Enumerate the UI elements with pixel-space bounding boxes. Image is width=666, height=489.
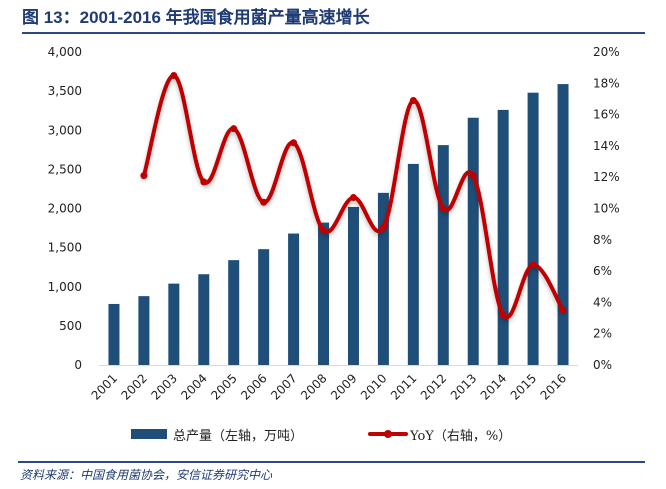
x-tick-label: 2002	[119, 371, 150, 402]
left-tick-label: 3,000	[48, 123, 82, 137]
footer-divider	[18, 461, 645, 463]
yoy-point-2003	[170, 71, 178, 79]
left-axis: 0 500 1,000 1,500 2,000 2,500 3,000 3,500 4,000	[48, 45, 82, 372]
right-tick-label: 4%	[593, 295, 612, 309]
legend-bar-swatch	[131, 429, 167, 439]
right-tick-label: 20%	[593, 45, 620, 59]
yoy-point-2008	[320, 226, 328, 234]
bar-2011	[407, 163, 419, 365]
right-tick-label: 8%	[593, 233, 612, 247]
x-tick-label: 2014	[478, 371, 509, 402]
bar-2004	[198, 274, 210, 365]
left-tick-label: 1,500	[48, 241, 82, 255]
yoy-point-2010	[379, 223, 387, 231]
left-tick-label: 0	[74, 358, 82, 372]
x-tick-label: 2001	[89, 371, 120, 402]
left-tick-label: 4,000	[48, 45, 82, 59]
bar-2010	[377, 192, 389, 365]
x-tick-label: 2009	[328, 371, 359, 402]
legend-label-yoy: YoY（右轴，%）	[410, 428, 512, 444]
yoy-point-2006	[260, 198, 268, 206]
x-tick-label: 2008	[298, 371, 329, 402]
x-tick-label: 2006	[238, 371, 269, 402]
right-tick-label: 14%	[593, 139, 620, 153]
yoy-point-2013	[469, 172, 477, 180]
x-tick-label: 2004	[178, 371, 209, 402]
right-tick-label: 16%	[593, 108, 620, 122]
x-tick-label: 2010	[358, 371, 389, 402]
bar-2007	[288, 233, 300, 365]
left-tick-label: 2,500	[48, 162, 82, 176]
yoy-point-2004	[200, 178, 208, 186]
legend-item-production: 总产量（左轴，万吨）	[131, 424, 303, 444]
right-tick-label: 0%	[593, 358, 612, 372]
x-tick-label: 2015	[508, 371, 539, 402]
bar-2009	[347, 206, 359, 365]
right-tick-label: 6%	[593, 264, 612, 278]
x-tick-label: 2005	[208, 371, 239, 402]
left-tick-label: 500	[59, 319, 82, 333]
x-tick-label: 2013	[448, 371, 479, 402]
legend-line-swatch	[368, 427, 408, 441]
left-tick-label: 2,000	[48, 202, 82, 216]
yoy-point-2016	[559, 306, 567, 314]
left-tick-label: 1,000	[48, 280, 82, 294]
legend-item-yoy: YoY（右轴，%）	[368, 424, 511, 444]
bar-2014	[497, 109, 509, 365]
line-series	[140, 71, 567, 320]
yoy-point-2005	[230, 125, 238, 133]
bar-2015	[527, 92, 539, 365]
right-tick-label: 2%	[593, 327, 612, 341]
x-tick-label: 2003	[148, 371, 179, 402]
yoy-point-2011	[409, 97, 417, 105]
legend-label-production: 总产量（左轴，万吨）	[173, 428, 304, 444]
chart-title: 图 13：2001-2016 年我国食用菌产量高速增长	[22, 8, 370, 27]
bar-2003	[168, 283, 180, 365]
x-axis-labels: 2001200220032004200520062007200820092010…	[89, 371, 570, 402]
bar-series	[108, 84, 569, 366]
source-note: 资料来源：中国食用菌协会，安信证券研究中心	[20, 468, 273, 482]
bar-2005	[228, 260, 240, 365]
yoy-point-2014	[499, 311, 507, 319]
bar-2006	[258, 249, 270, 365]
bar-2008	[318, 222, 330, 365]
x-tick-label: 2011	[388, 371, 419, 402]
right-tick-label: 18%	[593, 76, 620, 90]
bar-2016	[557, 84, 569, 366]
bar-2012	[437, 145, 449, 365]
x-tick-label: 2007	[268, 371, 299, 402]
bar-2002	[138, 296, 150, 365]
title-divider	[22, 32, 645, 34]
x-tick-label: 2012	[418, 371, 449, 402]
right-tick-label: 10%	[593, 202, 620, 216]
yoy-point-2012	[439, 205, 447, 212]
yoy-point-2007	[290, 139, 298, 147]
bar-2013	[467, 117, 479, 365]
yoy-point-2002	[140, 172, 148, 180]
bar-2001	[108, 303, 120, 365]
x-tick-label: 2016	[538, 371, 569, 402]
right-axis: 0% 2% 4% 6% 8% 10% 12% 14% 16% 18% 20%	[593, 45, 620, 372]
yoy-point-2009	[349, 194, 357, 202]
right-tick-label: 12%	[593, 170, 620, 184]
yoy-point-2015	[529, 261, 537, 269]
left-tick-label: 3,500	[48, 84, 82, 98]
